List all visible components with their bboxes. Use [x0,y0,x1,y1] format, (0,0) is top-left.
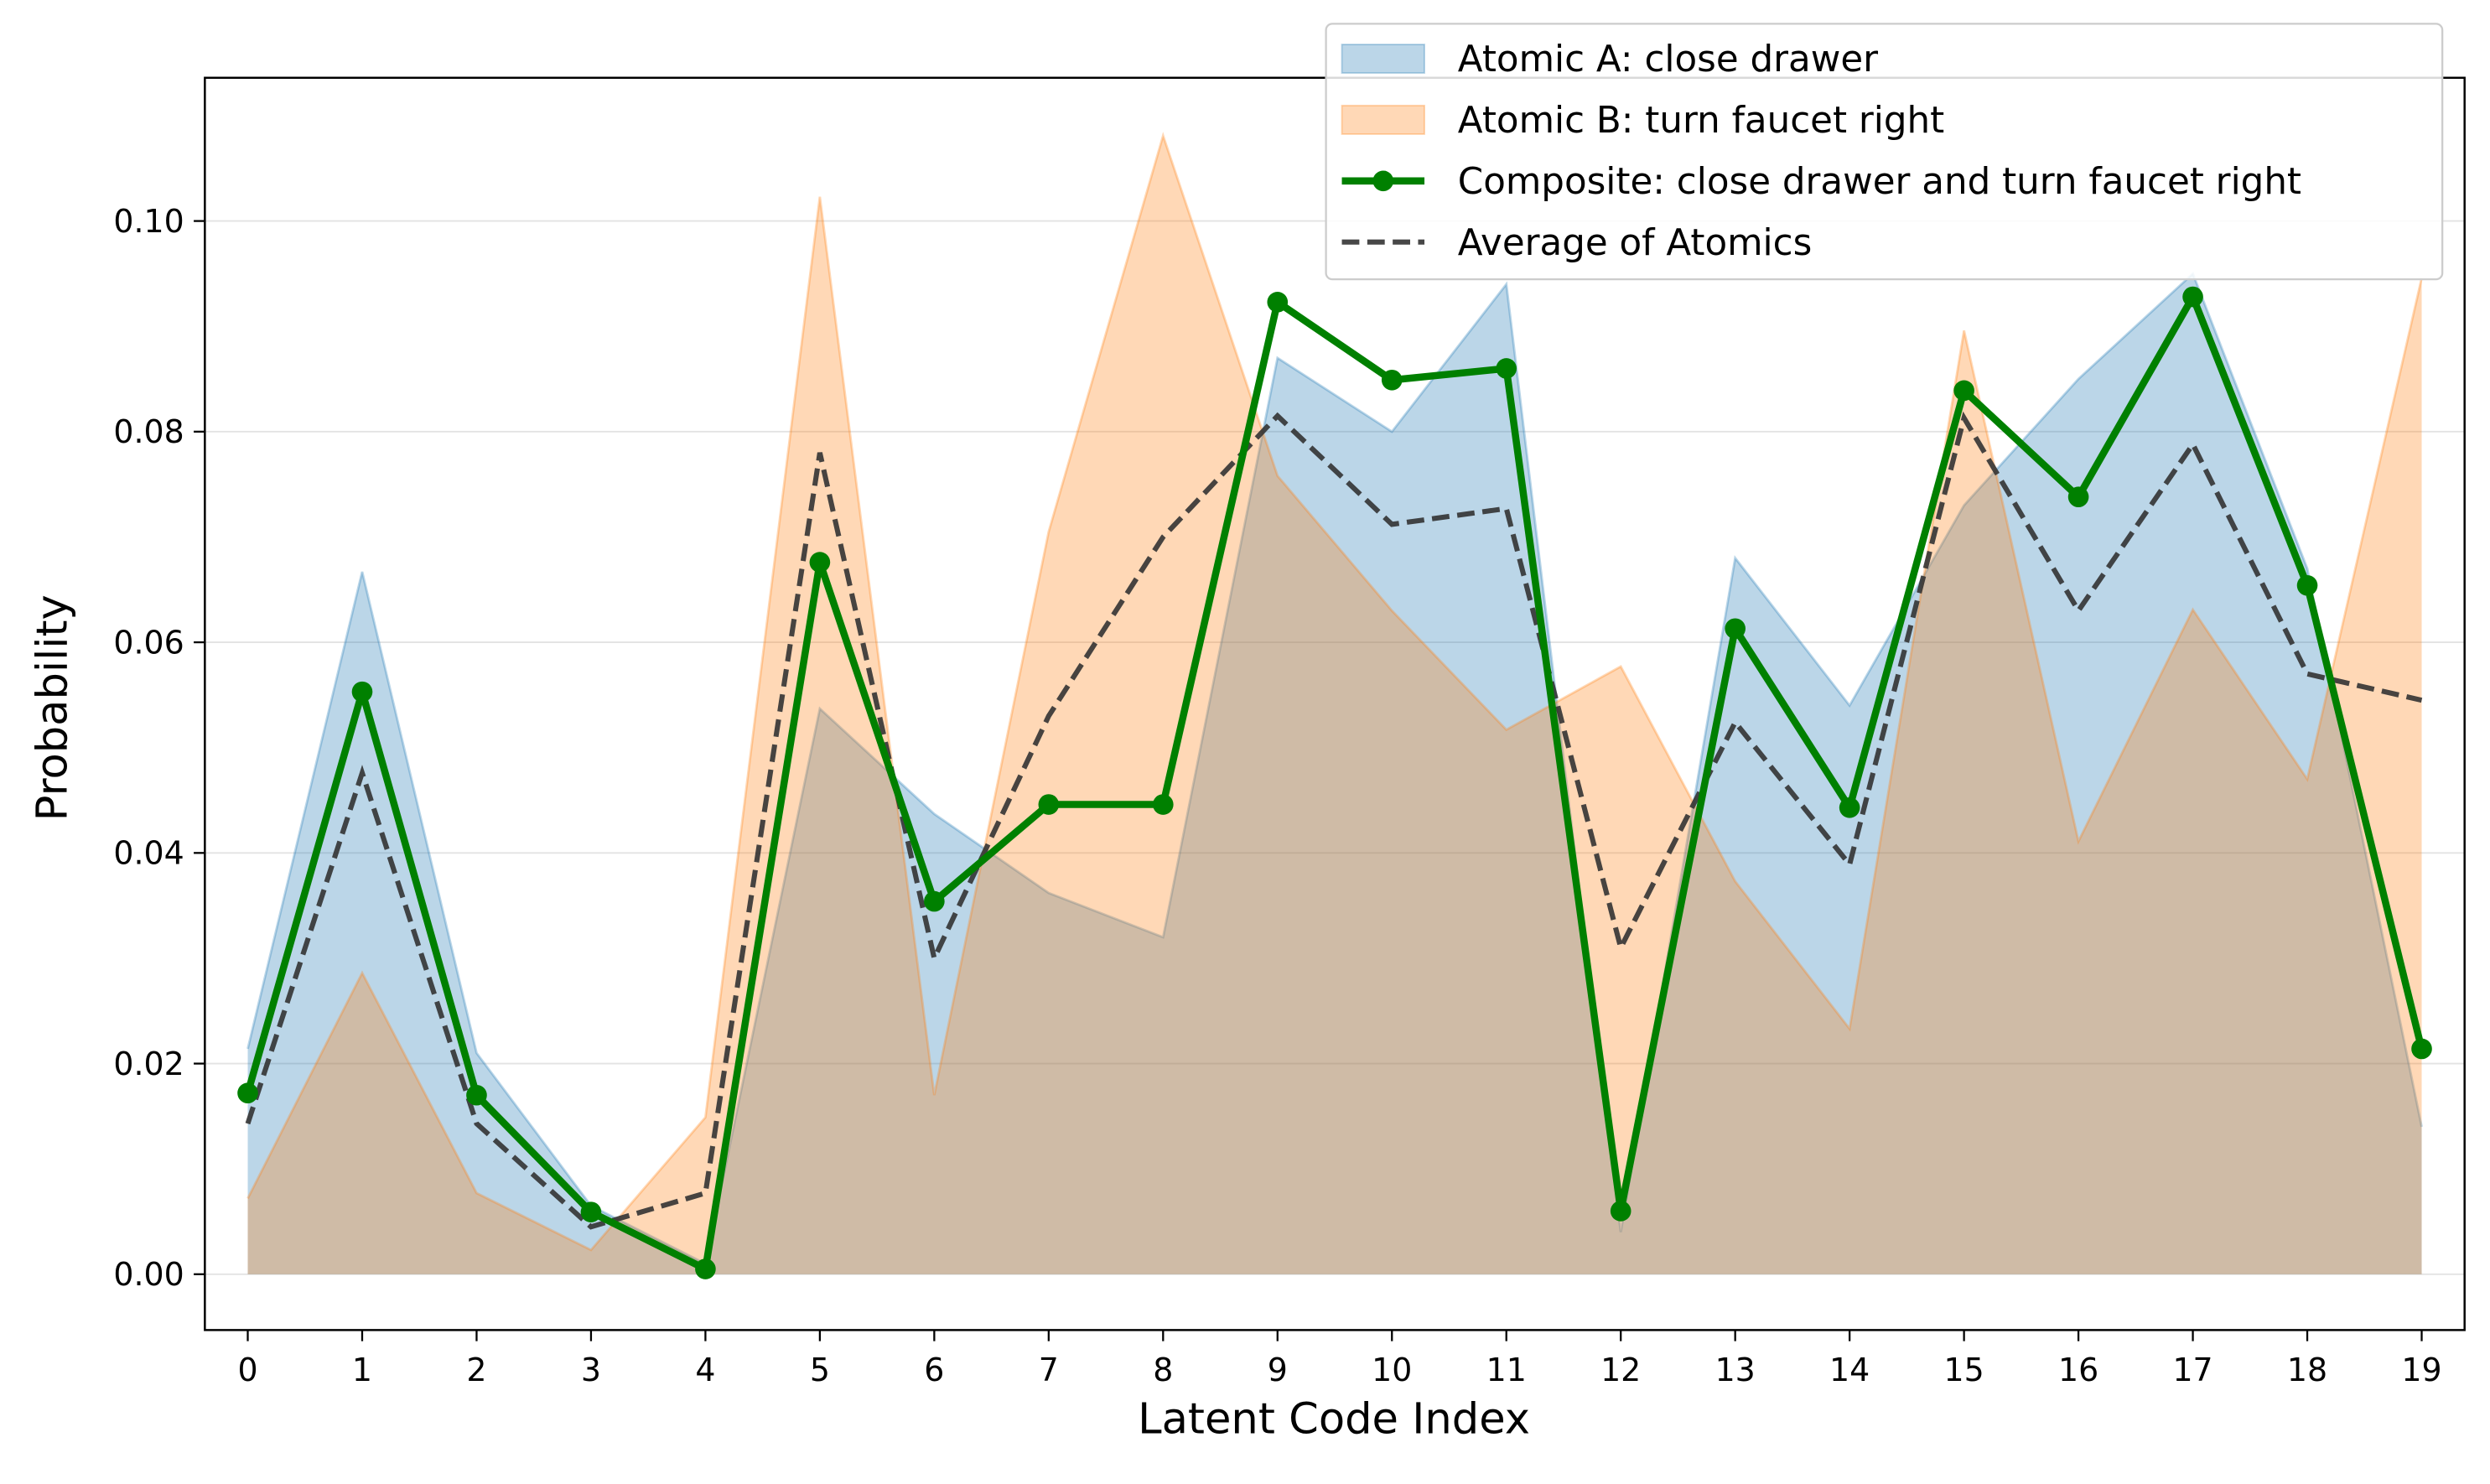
line [245,411,2423,1230]
point [1725,618,1746,640]
point [2411,1038,2432,1060]
x-tick-label: 9 [1268,1352,1288,1388]
x-tick-label: 5 [810,1352,830,1388]
x-tick-label: 16 [2058,1352,2098,1388]
y-tick-label: 0.04 [113,835,184,872]
point [1496,358,1517,379]
x-tick-label: 11 [1486,1352,1527,1388]
y-axis-label: Probability [29,594,78,821]
legend-box [1325,23,2444,281]
point [351,681,373,703]
y-tick-label: 0.02 [113,1046,184,1082]
point [1839,796,1860,818]
area [247,135,2422,1274]
y-tick-label: 0.08 [113,413,184,450]
point [237,1082,258,1104]
x-tick-label: 13 [1715,1352,1756,1388]
point [580,1201,602,1222]
point [695,1258,716,1279]
point [1953,380,1974,402]
legend-label: Atomic A: close drawer [1458,39,1878,80]
point [1610,1201,1631,1222]
y-tick-label: 0.00 [113,1256,184,1293]
y-tick-label: 0.10 [113,203,184,240]
legend-label: Average of Atomics [1458,222,1812,264]
area [247,273,2422,1274]
point [1267,292,1289,313]
x-tick-label: 17 [2172,1352,2212,1388]
area-edge [246,271,2423,1266]
point [1381,369,1403,391]
point [2182,286,2203,308]
point [809,552,831,573]
x-tick-label: 4 [695,1352,715,1388]
point [2296,574,2318,596]
x-axis-label: Latent Code Index [1138,1394,1530,1444]
point [2067,486,2089,508]
area-edge [246,132,2423,1252]
legend-swatch [1341,104,1425,135]
x-tick-label: 18 [2287,1352,2327,1388]
x-tick-label: 14 [1829,1352,1870,1388]
x-tick-label: 7 [1039,1352,1059,1388]
x-tick-label: 19 [2401,1352,2441,1388]
point [924,890,945,912]
legend-swatch [1341,44,1425,75]
x-tick-label: 1 [352,1352,372,1388]
line [244,293,2425,1273]
x-tick-label: 8 [1153,1352,1173,1388]
x-tick-label: 0 [237,1352,257,1388]
point [1152,794,1174,815]
legend-marker [1372,170,1394,192]
point [466,1084,487,1106]
legend: Atomic A: close drawer Atomic B: turn fau… [1325,23,2444,281]
legend-label: Composite: close drawer and turn faucet … [1458,161,2301,203]
x-tick-label: 3 [581,1352,601,1388]
legend-label: Atomic B: turn faucet right [1458,100,1944,142]
x-tick-label: 10 [1372,1352,1412,1388]
point [1038,794,1060,815]
x-tick-label: 2 [466,1352,486,1388]
y-tick-label: 0.06 [113,624,184,661]
x-tick-label: 12 [1600,1352,1641,1388]
x-tick-label: 15 [1944,1352,1984,1388]
x-tick-label: 6 [924,1352,944,1388]
